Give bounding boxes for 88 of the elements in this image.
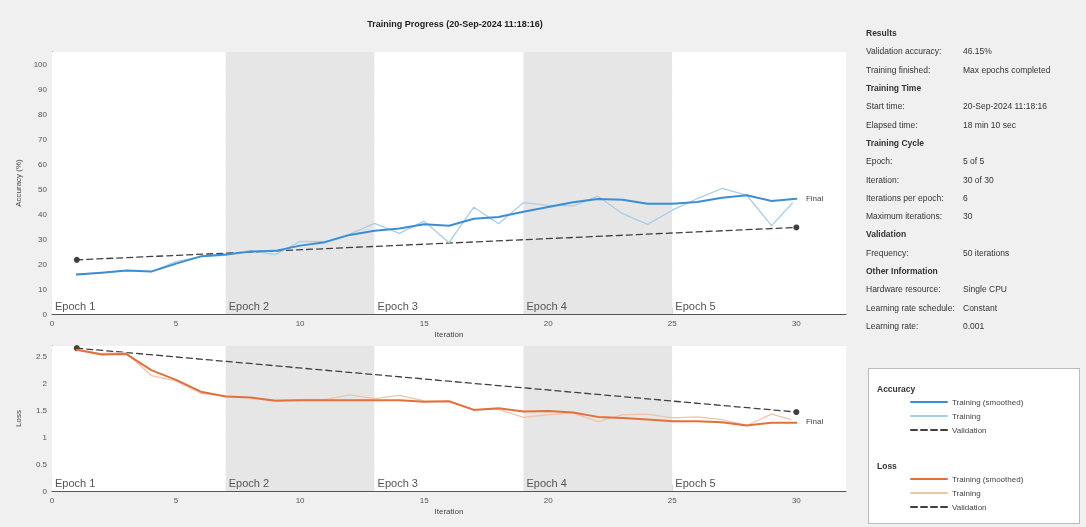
y-tick-label: 1.5: [35, 405, 48, 415]
x-tick-label: 20: [543, 318, 554, 328]
x-tick-label: 20: [543, 495, 554, 505]
legend-label: Training: [952, 488, 981, 498]
x-tick-label: 0: [49, 495, 55, 505]
y-axis-title: Accuracy (%): [13, 158, 23, 207]
text: 30 of 30: [963, 174, 994, 185]
text: Constant: [963, 302, 998, 313]
x-tick-label: 0: [49, 318, 55, 328]
category-label: Other Information: [866, 266, 938, 276]
legend-label: Validation: [952, 502, 987, 512]
y-tick-label: 0.5: [35, 459, 48, 469]
x-tick-label: 15: [419, 318, 430, 328]
y-tick-label: 60: [38, 159, 48, 169]
annotation: Final: [805, 417, 824, 427]
category-label: Hardware resource:: [866, 284, 941, 295]
y-tick-label: 40: [38, 209, 48, 219]
category-label: Frequency:: [866, 247, 909, 258]
text: 20-Sep-2024 11:18:16: [963, 101, 1047, 112]
legend-label: Training (smoothed): [952, 474, 1024, 484]
y-tick-label: 0: [42, 486, 48, 496]
category-label: Maximum iterations:: [866, 211, 943, 222]
band-label: Epoch 5: [675, 299, 716, 312]
category-label: Elapsed time:: [866, 119, 918, 130]
category-label: Training Time: [866, 83, 922, 94]
x-axis-title: Iteration: [434, 506, 464, 516]
band-label: Epoch 3: [377, 299, 418, 312]
chart-title: Training Progress (20-Sep-2024 11:18:16): [367, 18, 543, 29]
category-label: Training Cycle: [866, 137, 925, 148]
text: 5 of 5: [963, 156, 985, 167]
y-tick-label: 2: [42, 379, 48, 389]
text: 18 min 10 sec: [963, 119, 1016, 130]
category-label: Start time:: [866, 101, 905, 112]
category-label: Epoch:: [866, 156, 893, 167]
text: 30: [963, 211, 973, 222]
point: [73, 256, 80, 263]
band-label: Epoch 1: [55, 299, 96, 312]
point: [793, 224, 800, 231]
x-axis-title: Iteration: [434, 329, 464, 339]
y-tick-label: 20: [38, 259, 48, 269]
category-label: Training finished:: [866, 64, 931, 75]
y-tick-label: 80: [38, 109, 48, 119]
x-tick-label: 30: [791, 495, 802, 505]
y-tick-label: 50: [38, 184, 48, 194]
text: 6: [963, 192, 968, 203]
x-tick-label: 25: [667, 318, 678, 328]
category-label: Iterations per epoch:: [866, 192, 944, 203]
legend-label: Validation: [952, 425, 987, 435]
legend-title: Loss: [877, 460, 898, 471]
category-label: Validation: [866, 229, 907, 240]
band-label: Epoch 4: [526, 476, 567, 489]
x-tick-label: 5: [173, 495, 179, 505]
legend-title: Accuracy: [877, 383, 916, 394]
x-tick-label: 15: [419, 495, 430, 505]
y-tick-label: 100: [33, 59, 48, 69]
y-axis-title: Loss: [13, 410, 23, 427]
text: 50 iterations: [963, 247, 1010, 258]
band-label: Epoch 2: [228, 299, 270, 312]
point: [793, 409, 800, 416]
category-label: Learning rate:: [866, 320, 919, 331]
text: Max epochs completed: [963, 64, 1051, 75]
x-tick-label: 30: [791, 318, 802, 328]
y-tick-label: 0: [42, 309, 48, 319]
band-label: Epoch 1: [55, 476, 96, 489]
y-tick-label: 90: [38, 84, 48, 94]
x-tick-label: 10: [295, 318, 306, 328]
legend-label: Training: [952, 411, 981, 421]
category-label: Results: [866, 28, 897, 39]
legend-label: Training (smoothed): [952, 397, 1024, 407]
x-tick-label: 25: [667, 495, 678, 505]
category-label: Iteration:: [866, 174, 900, 185]
annotation: Final: [805, 194, 824, 204]
y-tick-label: 1: [42, 432, 48, 442]
y-tick-label: 10: [38, 284, 48, 294]
text: Single CPU: [963, 284, 1007, 295]
band-label: Epoch 3: [377, 476, 418, 489]
y-tick-label: 30: [38, 234, 48, 244]
x-tick-label: 5: [173, 318, 179, 328]
y-tick-label: 70: [38, 134, 48, 144]
text: 0.001: [963, 320, 985, 331]
band-label: Epoch 5: [675, 476, 716, 489]
band-label: Epoch 4: [526, 299, 567, 312]
category-label: Validation accuracy:: [866, 46, 942, 57]
category-label: Learning rate schedule:: [866, 302, 955, 313]
text: 46.15%: [963, 46, 992, 57]
y-tick-label: 2.5: [35, 352, 48, 362]
band-label: Epoch 2: [228, 476, 270, 489]
x-tick-label: 10: [295, 495, 306, 505]
